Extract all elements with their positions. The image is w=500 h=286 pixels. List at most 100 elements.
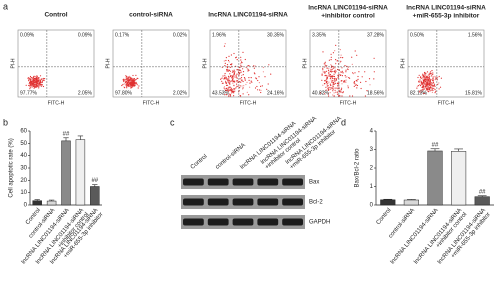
event-dot	[422, 88, 425, 90]
event-dot	[228, 77, 230, 79]
event-dot	[229, 73, 231, 75]
event-dot	[337, 85, 339, 87]
event-dot	[36, 75, 38, 77]
blot-band	[257, 198, 279, 206]
event-dot	[228, 76, 230, 78]
event-dot	[426, 79, 428, 81]
event-dot	[326, 78, 328, 80]
event-dot	[431, 87, 433, 89]
event-dot	[226, 78, 228, 80]
event-dot	[331, 68, 333, 70]
event-dot	[426, 81, 428, 84]
event-dot	[41, 78, 43, 80]
event-dot	[25, 84, 27, 86]
event-dot	[333, 83, 335, 85]
event-dot	[242, 51, 244, 54]
event-dot	[233, 95, 235, 97]
event-dot	[340, 90, 342, 92]
event-dot	[354, 83, 356, 85]
event-dot	[42, 85, 45, 88]
event-dot	[135, 78, 137, 81]
event-dot	[339, 95, 341, 97]
event-dot	[227, 79, 229, 81]
event-dot	[133, 78, 135, 80]
quadrant-percent: 0.50%	[410, 32, 425, 38]
event-dot	[129, 81, 131, 83]
event-dot	[229, 70, 231, 72]
event-dot	[135, 81, 137, 83]
event-dot	[426, 78, 428, 80]
bar	[403, 199, 419, 206]
event-dot	[242, 88, 244, 90]
event-dot	[221, 77, 223, 79]
event-dot	[334, 82, 336, 85]
event-dot	[235, 87, 237, 89]
event-dot	[421, 74, 423, 76]
event-dot	[355, 84, 357, 86]
event-dot	[128, 79, 130, 81]
event-dot	[240, 95, 242, 97]
plot-frame	[112, 29, 190, 98]
quadrant-percent: 24.16%	[267, 90, 285, 96]
lane-label: Control	[190, 154, 209, 171]
event-dot	[334, 89, 336, 91]
event-dot	[227, 88, 229, 90]
event-dot	[227, 90, 230, 92]
event-dot	[226, 68, 228, 71]
event-dot	[126, 83, 128, 85]
y-tick-label: 0	[24, 203, 28, 209]
event-dot	[34, 80, 37, 82]
event-dot	[331, 81, 333, 83]
event-dot	[428, 80, 430, 82]
event-dot	[260, 85, 262, 87]
event-dot	[340, 91, 342, 93]
event-dot	[257, 89, 259, 91]
event-dot	[428, 78, 430, 80]
event-dot	[239, 69, 241, 71]
event-dot	[246, 68, 248, 70]
event-dot	[364, 95, 366, 97]
event-dot	[332, 83, 334, 85]
event-dot	[226, 70, 228, 72]
event-dot	[419, 90, 421, 92]
event-dot	[335, 91, 337, 93]
event-dot	[326, 75, 328, 77]
event-dot	[373, 57, 375, 59]
event-dot	[236, 83, 238, 85]
event-dot	[229, 83, 231, 85]
event-dot	[37, 83, 39, 85]
event-dot	[30, 85, 32, 87]
event-dot	[224, 74, 226, 76]
panel-label: a	[3, 1, 8, 11]
event-dot	[366, 90, 368, 92]
event-dot	[417, 85, 419, 87]
event-dot	[241, 74, 243, 77]
event-dot	[232, 74, 234, 77]
y-tick-label: 40	[20, 153, 27, 159]
event-dot	[33, 75, 35, 78]
event-dot	[230, 64, 233, 66]
blot-band	[183, 218, 204, 226]
event-dot	[422, 86, 424, 88]
event-dot	[341, 70, 343, 72]
event-dot	[322, 84, 324, 86]
event-dot	[373, 71, 375, 73]
event-dot	[327, 67, 329, 69]
event-dot	[340, 56, 342, 59]
event-dot	[325, 81, 327, 83]
event-dot	[345, 81, 347, 83]
event-dot	[130, 79, 132, 81]
event-dot	[230, 74, 232, 77]
event-dot	[35, 86, 37, 88]
event-dot	[426, 76, 428, 78]
event-dot	[41, 80, 44, 82]
event-dot	[229, 66, 231, 68]
event-dot	[122, 79, 124, 81]
event-dot	[360, 87, 362, 90]
event-dot	[40, 81, 42, 83]
event-dot	[337, 91, 339, 93]
event-dot	[353, 81, 356, 83]
event-dot	[333, 95, 335, 97]
event-dot	[355, 79, 357, 82]
event-dot	[353, 85, 355, 87]
